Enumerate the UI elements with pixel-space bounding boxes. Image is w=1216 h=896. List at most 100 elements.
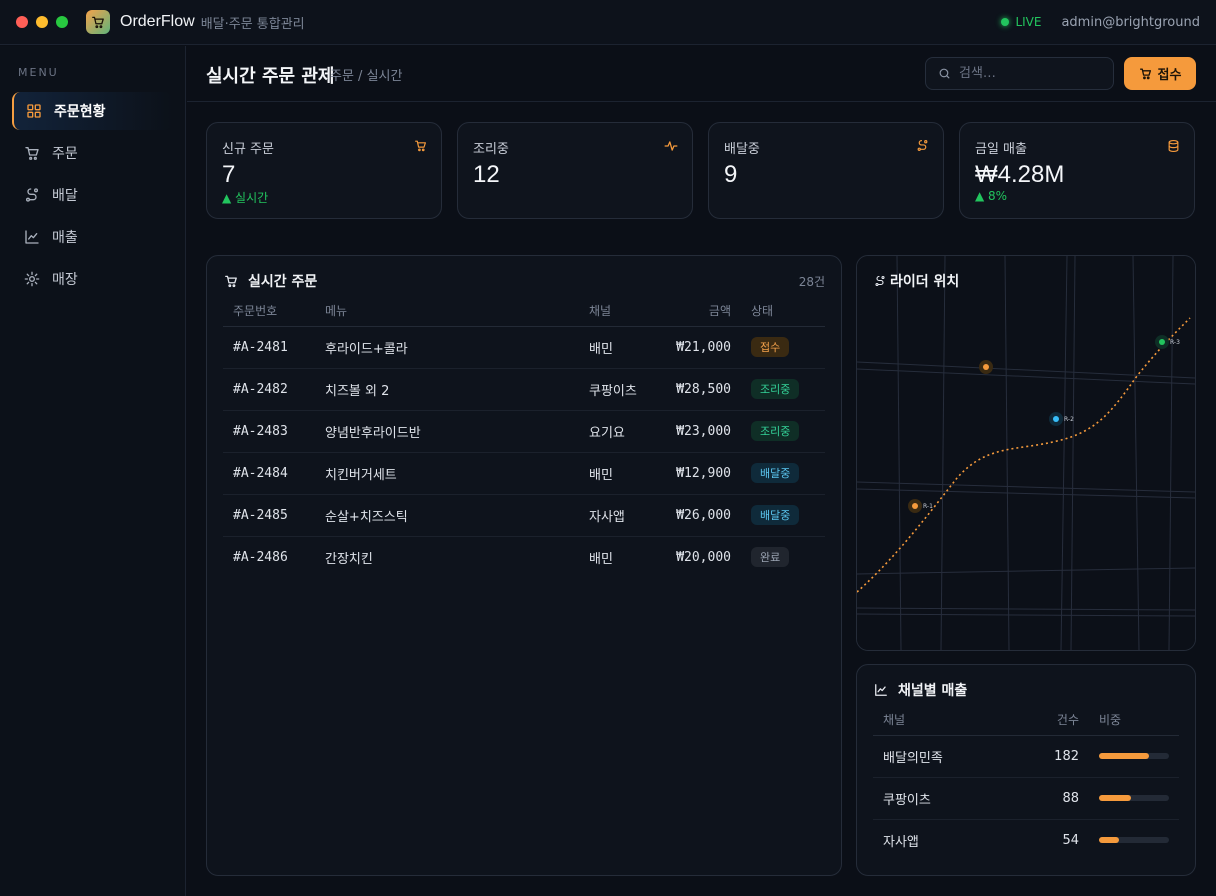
stat-card-new-orders: 신규 주문 7 ▲ 실시간 xyxy=(206,122,442,219)
title-bar: OrderFlow 배달·주문 통합관리 LIVE admin@brightgr… xyxy=(0,0,1216,45)
panel-title-text: 실시간 주문 xyxy=(248,274,318,290)
breadcrumb: 주문 / 실시간 xyxy=(330,69,403,84)
channel-name: 쿠팡이츠 xyxy=(873,777,1043,820)
sidebar-item-delivery[interactable]: 배달 xyxy=(12,176,172,214)
sidebar-item-orders[interactable]: 주문 xyxy=(12,134,172,172)
column-header: 건수 xyxy=(1043,705,1089,736)
table-header-row: 주문번호 메뉴 채널 금액 상태 xyxy=(223,296,825,327)
order-channel: 배민 xyxy=(589,551,613,567)
order-count: 28건 xyxy=(798,275,825,289)
stat-card-revenue: 금일 매출 ₩4.28M ▲ 8% xyxy=(959,122,1195,219)
window-controls xyxy=(16,16,68,28)
app-name: OrderFlow xyxy=(120,13,195,30)
route-icon xyxy=(917,140,928,151)
channel-name: 자사앱 xyxy=(883,834,919,850)
rider-marker-r2[interactable]: R-2 xyxy=(1049,412,1074,426)
route-icon xyxy=(26,188,38,202)
share-bar-fill xyxy=(1099,753,1150,759)
stat-value: 7 xyxy=(222,161,236,188)
stat-delta: ▲ 실시간 xyxy=(222,191,269,205)
channel-count: 182 xyxy=(1043,735,1089,778)
order-id: #A-2484 xyxy=(223,452,315,495)
sidebar-item-store[interactable]: 매장 xyxy=(12,260,172,298)
cart-icon xyxy=(25,147,39,160)
stat-delta: ▲ 8% xyxy=(975,189,1008,203)
order-amount: ₩23,000 xyxy=(655,410,741,453)
page-title: 실시간 주문 관제 xyxy=(206,66,335,87)
channel-count: 88 xyxy=(1043,777,1089,820)
channel-share-cell xyxy=(1089,777,1179,820)
store-marker[interactable] xyxy=(979,360,993,374)
rider-marker-r1[interactable]: R-1 xyxy=(908,499,933,513)
cart-icon xyxy=(1139,68,1151,80)
table-row[interactable]: #A-2486 간장치킨 배민 ₩20,000 완료 xyxy=(223,536,825,578)
order-id: #A-2486 xyxy=(233,549,288,565)
order-menu: 치즈볼 외 2 xyxy=(315,368,579,411)
sidebar-item-label: 매출 xyxy=(52,230,78,246)
channel-sales-panel: 채널별 매출 채널 건수 비중 배달의민족 182 쿠팡이츠 88 자사앱 54 xyxy=(856,664,1196,876)
table-row: 자사앱 54 xyxy=(873,819,1179,861)
cart-icon xyxy=(415,140,426,152)
sidebar-item-label: 배달 xyxy=(52,188,78,204)
column-header: 메뉴 xyxy=(315,296,579,327)
user-account[interactable]: admin@brightground xyxy=(1061,14,1200,30)
cart-icon xyxy=(225,275,237,288)
pulse-icon xyxy=(664,141,678,151)
page-header: 실시간 주문 관제 주문 / 실시간 접수 xyxy=(187,46,1216,102)
order-id: #A-2485 xyxy=(223,494,315,537)
orders-table: 주문번호 메뉴 채널 금액 상태 #A-2481 후라이드+콜라 배민 ₩21,000… xyxy=(223,296,825,578)
search-input[interactable] xyxy=(959,66,1099,81)
gear-icon xyxy=(24,271,40,287)
share-bar-fill xyxy=(1099,795,1131,801)
maximize-window-button[interactable] xyxy=(56,16,68,28)
table-row[interactable]: #A-2482 치즈볼 외 2 쿠팡이츠 ₩28,500 조리중 xyxy=(223,368,825,411)
live-orders-panel: 실시간 주문 28건 주문번호 메뉴 채널 금액 상태 #A-2481 후라이드+… xyxy=(206,255,842,876)
database-icon xyxy=(1168,139,1179,153)
column-header: 금액 xyxy=(655,296,741,327)
store-dot xyxy=(983,364,989,370)
table-row: 배달의민족 182 xyxy=(873,735,1179,778)
sidebar-item-dashboard[interactable]: 주문현황 xyxy=(12,92,172,130)
stat-value: 9 xyxy=(724,161,738,188)
table-row[interactable]: #A-2483 양념반후라이드반 요기요 ₩23,000 조리중 xyxy=(223,410,825,453)
status-badge: 배달중 xyxy=(751,463,800,483)
stat-label: 배달중 xyxy=(724,142,760,157)
stat-card-cooking: 조리중 12 xyxy=(457,122,693,219)
grid-icon xyxy=(27,104,41,118)
column-header: 상태 xyxy=(741,296,825,327)
order-amount: ₩20,000 xyxy=(676,549,731,565)
table-row[interactable]: #A-2481 후라이드+콜라 배민 ₩21,000 접수 xyxy=(223,326,825,369)
search-icon xyxy=(939,68,950,79)
table-row[interactable]: #A-2485 순살+치즈스틱 자사앱 ₩26,000 배달중 xyxy=(223,494,825,537)
rider-marker-r3[interactable]: R-3 xyxy=(1155,335,1180,349)
rider-dot xyxy=(1159,339,1165,345)
sidebar-item-sales[interactable]: 매출 xyxy=(12,218,172,256)
order-amount: ₩26,000 xyxy=(655,494,741,537)
accept-order-button[interactable]: 접수 xyxy=(1124,57,1196,90)
share-bar-fill xyxy=(1099,837,1119,844)
live-indicator-icon xyxy=(1001,18,1010,26)
share-bar-track xyxy=(1099,837,1169,844)
panel-title-text: 채널별 매출 xyxy=(898,683,968,699)
chart-icon xyxy=(875,684,887,696)
stat-value: ₩4.28M xyxy=(975,161,1065,188)
stat-value: 12 xyxy=(473,161,500,188)
order-status-cell: 조리중 xyxy=(741,410,825,453)
status-badge: 조리중 xyxy=(751,379,800,399)
table-row[interactable]: #A-2484 치킨버거세트 배민 ₩12,900 배달중 xyxy=(223,452,825,495)
order-status-cell: 배달중 xyxy=(741,452,825,495)
status-area: LIVE admin@brightground xyxy=(1001,15,1200,30)
rider-map[interactable] xyxy=(857,256,1195,650)
order-menu: 순살+치즈스틱 xyxy=(315,494,579,537)
channel-share-cell xyxy=(1089,735,1179,778)
order-amount: ₩21,000 xyxy=(655,326,741,369)
close-window-button[interactable] xyxy=(16,16,28,28)
rider-label: R-3 xyxy=(1170,339,1180,346)
minimize-window-button[interactable] xyxy=(36,16,48,28)
panel-title-text: 라이더 위치 xyxy=(890,274,960,290)
share-bar-track xyxy=(1099,795,1169,801)
column-header: 채널 xyxy=(873,705,1043,736)
route-icon xyxy=(875,275,885,287)
app-logo-icon xyxy=(86,10,110,34)
order-menu: 간장치킨 xyxy=(325,551,373,567)
